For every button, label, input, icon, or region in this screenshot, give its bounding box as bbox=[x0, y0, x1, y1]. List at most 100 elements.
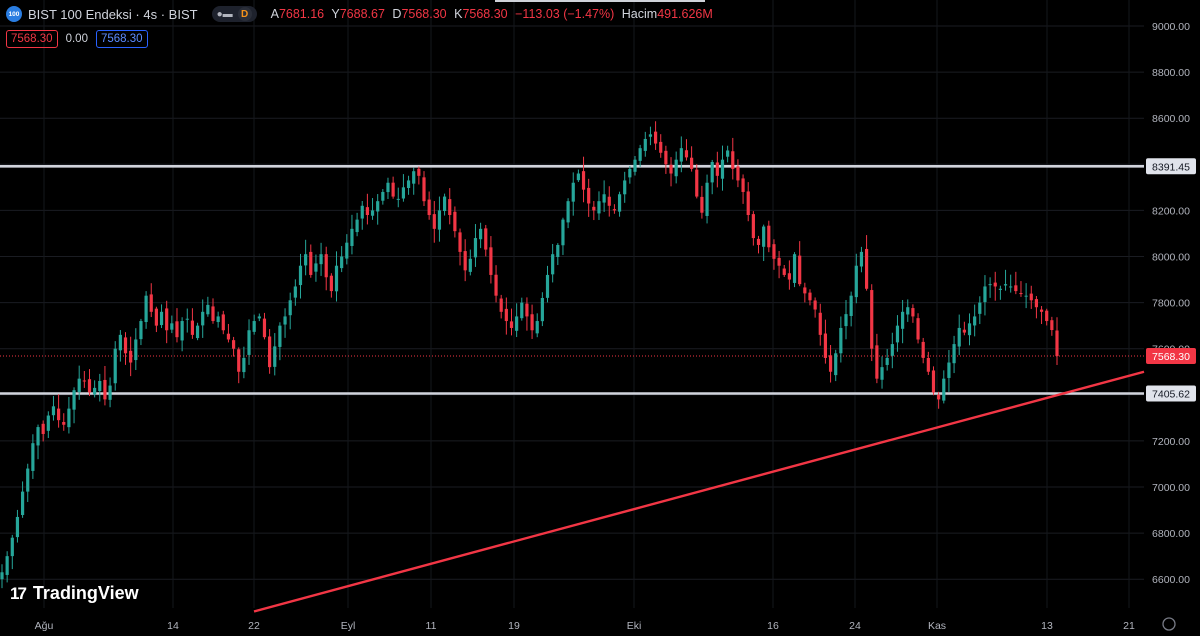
candle-body bbox=[195, 325, 200, 339]
legend-header: 100 BIST 100 Endeksi · 4s · BIST ●▬ D A7… bbox=[6, 5, 717, 23]
candle-body bbox=[978, 302, 982, 314]
candle-body bbox=[329, 275, 333, 292]
candle-body bbox=[947, 362, 951, 378]
candle-body bbox=[777, 257, 781, 266]
change-value: −113.03 (−1.47%) bbox=[515, 7, 615, 21]
y-tick-label: 8000.00 bbox=[1152, 252, 1190, 264]
candle-body bbox=[458, 232, 462, 252]
low-value: 7568.30 bbox=[401, 7, 447, 21]
candle-body bbox=[211, 306, 215, 322]
dots-icon[interactable]: ●▬ bbox=[216, 8, 233, 20]
candle-body bbox=[710, 161, 714, 183]
candle-body bbox=[787, 273, 791, 280]
candle-body bbox=[901, 311, 905, 329]
candle-body bbox=[180, 321, 184, 341]
candle-body bbox=[1009, 286, 1013, 288]
candle-body bbox=[139, 321, 143, 340]
tradingview-logo-text: TradingView bbox=[32, 583, 139, 603]
candle-body bbox=[679, 148, 683, 162]
grid-lines bbox=[0, 0, 1144, 608]
symbol-title[interactable]: BIST 100 Endeksi · 4s · BIST bbox=[28, 6, 198, 22]
candle-body bbox=[983, 286, 987, 303]
candle-body bbox=[268, 336, 272, 368]
y-tick-label: 8600.00 bbox=[1152, 113, 1190, 125]
buy-button[interactable]: 7568.30 bbox=[95, 30, 148, 48]
candle-body bbox=[129, 350, 133, 363]
candle-body bbox=[937, 394, 941, 400]
candle-body bbox=[26, 468, 30, 492]
y-tick-label: 7000.00 bbox=[1152, 482, 1190, 494]
sell-button[interactable]: 7568.30 bbox=[6, 30, 58, 48]
candle-body bbox=[803, 287, 807, 294]
candle-body bbox=[453, 211, 457, 232]
candle-body bbox=[401, 187, 406, 199]
candle-body bbox=[231, 340, 236, 349]
tradingview-logo[interactable]: 17 TradingView bbox=[10, 583, 139, 604]
spread-value: 0.00 bbox=[65, 33, 88, 45]
candle-body bbox=[659, 141, 663, 153]
delayed-data-badge[interactable]: D bbox=[237, 7, 252, 21]
candle-body bbox=[473, 238, 478, 258]
candle-body bbox=[324, 254, 328, 278]
candle-body bbox=[772, 244, 776, 259]
price-tags: 8391.45 7405.62 7568.30 bbox=[1146, 158, 1196, 402]
trendline[interactable] bbox=[253, 370, 1145, 613]
candle-body bbox=[412, 171, 416, 184]
candle-body bbox=[1039, 309, 1044, 312]
candle-body bbox=[494, 274, 498, 296]
time-axis[interactable]: Ağu 14 22 Eyl 11 19 Eki 16 24 Kas 13 21 bbox=[35, 617, 1176, 632]
candle-body bbox=[1050, 320, 1054, 331]
candle-body bbox=[571, 182, 575, 202]
horizontal-levels[interactable] bbox=[0, 164, 1144, 395]
candle-body bbox=[540, 297, 544, 322]
candle-body bbox=[993, 282, 997, 287]
candle-body bbox=[875, 345, 879, 379]
symbol-controls[interactable]: ●▬ D bbox=[211, 6, 257, 22]
candle-body bbox=[520, 302, 524, 319]
candle-body bbox=[643, 138, 647, 151]
x-tick-label: 24 bbox=[849, 620, 861, 632]
candle-body bbox=[98, 380, 102, 392]
price-axis[interactable]: 9000.008800.008600.008400.008200.008000.… bbox=[1152, 21, 1190, 586]
candle-body bbox=[144, 295, 148, 323]
candle-body bbox=[628, 168, 632, 178]
candle-body bbox=[396, 198, 400, 200]
candle-body bbox=[386, 182, 390, 193]
candle-body bbox=[1055, 330, 1059, 357]
candle-body bbox=[782, 268, 786, 275]
candle-body bbox=[67, 408, 71, 428]
candle-body bbox=[890, 344, 894, 356]
candle-body bbox=[77, 378, 81, 392]
candle-body bbox=[1014, 285, 1018, 292]
candle-body bbox=[926, 357, 930, 372]
candle-body bbox=[1019, 293, 1023, 295]
candle-body bbox=[767, 225, 771, 248]
candle-body bbox=[916, 318, 920, 340]
candle-body bbox=[669, 164, 673, 174]
candle-body bbox=[726, 150, 730, 157]
candle-body bbox=[319, 254, 323, 265]
candle-body bbox=[556, 244, 560, 258]
candle-body bbox=[931, 370, 936, 393]
candle-body bbox=[41, 423, 45, 434]
candle-body bbox=[587, 187, 591, 204]
candle-body bbox=[201, 311, 205, 326]
y-tick-label: 8800.00 bbox=[1152, 67, 1190, 79]
candle-body bbox=[880, 367, 884, 380]
order-panel: 7568.30 0.00 7568.30 bbox=[6, 30, 148, 48]
candle-body bbox=[823, 333, 828, 358]
candle-body bbox=[463, 251, 467, 271]
candle-body bbox=[844, 314, 848, 327]
candle-body bbox=[762, 226, 766, 247]
candle-body bbox=[350, 228, 354, 246]
candle-body bbox=[1034, 299, 1039, 308]
candle-body bbox=[87, 379, 92, 393]
candle-body bbox=[489, 247, 493, 275]
candle-body bbox=[967, 323, 972, 336]
candle-body bbox=[123, 337, 128, 354]
candle-body bbox=[957, 327, 961, 347]
candle-body bbox=[792, 254, 797, 283]
candle-body bbox=[592, 206, 596, 211]
candle-body bbox=[504, 308, 508, 322]
